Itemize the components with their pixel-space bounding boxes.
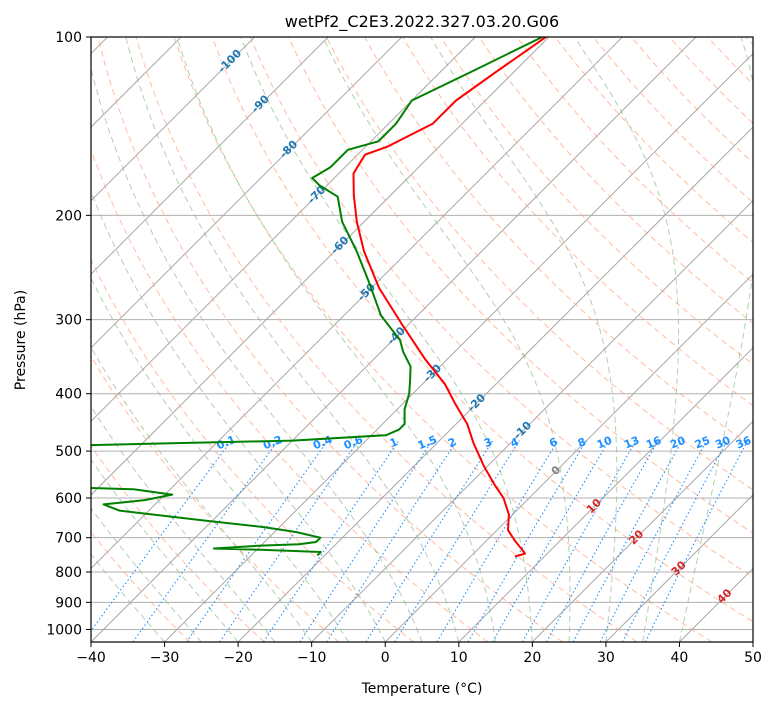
isotherm-label: -90 [249,92,272,115]
x-tick-label: −30 [150,650,180,666]
mixing-ratio-label: 1 [388,435,400,450]
dewpoint-profile [0,37,542,555]
profiles [0,37,546,557]
y-tick-label: 500 [55,444,82,460]
isotherm-label: -100 [215,47,244,76]
isotherm-label: 0 [549,463,564,478]
dry-adiabat [441,37,775,642]
moist-adiabat [89,62,422,643]
y-tick-label: 1000 [46,622,82,638]
mixing-ratio-label: 8 [576,435,588,450]
mixing-ratio-line [395,441,520,642]
mixing-ratio-label: 0.2 [261,433,284,452]
x-tick-label: 30 [597,650,615,666]
dry-adiabat [22,37,414,642]
mixing-ratio-line [220,441,358,642]
x-tick-label: 40 [671,650,689,666]
isotherm-line [0,37,402,642]
mixing-ratio-label: 25 [693,434,712,452]
isotherm-line [679,37,775,642]
chart-title: wetPf2_C2E3.2022.327.03.20.G06 [285,12,559,32]
mixing-ratio-line [83,441,232,642]
y-axis: 100 200 300 400 500 600 700 800 900 1000 [46,30,91,638]
dry-adiabat [98,37,563,642]
dry-adiabat [0,37,264,642]
x-tick-label: −40 [76,650,106,666]
moist-adiabat [323,37,570,642]
dry-adiabat [708,37,775,642]
mixing-ratio-line [133,441,278,642]
mixing-ratio-label: 6 [547,435,559,450]
moist-adiabat [32,114,348,642]
mixing-ratio-label: 2 [446,435,458,450]
mixing-ratio-label: 1.5 [416,433,439,452]
mixing-ratio-line [645,441,747,642]
y-tick-label: 200 [55,208,82,224]
isotherm-line [753,37,775,642]
isotherm-label: -60 [328,233,351,256]
dry-adiabat [746,37,775,642]
y-tick-label: 100 [55,30,82,46]
plot-frame [91,37,753,642]
isotherm-line [459,37,775,642]
x-tick-label: 50 [744,650,762,666]
x-axis-label: Temperature (°C) [361,681,483,697]
isotherm-label: 40 [714,586,734,606]
mixing-ratio-label: 10 [595,434,614,452]
moist-adiabat [0,181,238,642]
dry-adiabat [669,37,775,642]
mixing-ratio-label: 3 [482,435,494,450]
y-tick-label: 700 [55,531,82,547]
dry-adiabat [555,37,775,642]
moist-adiabat [0,222,165,642]
mixing-ratio-label: 13 [622,434,641,452]
isotherm-line [385,37,775,642]
isotherm-label: -70 [305,183,328,206]
moist-adiabat [679,37,760,642]
dry-adiabat [593,37,775,642]
dry-adiabat [517,37,775,642]
y-tick-label: 400 [55,387,82,403]
moist-adiabat [0,166,275,642]
mixing-ratio-line [366,441,493,642]
mixing-ratio-line [187,441,328,642]
moist-adiabat [575,37,679,642]
x-tick-label: −10 [297,650,327,666]
y-tick-label: 900 [55,595,82,611]
isotherm-line [0,37,255,642]
mixing-ratio-label: 30 [713,434,732,452]
isotherm-label: -80 [277,138,300,161]
isotherm-label: 10 [584,496,604,516]
y-tick-label: 800 [55,565,82,581]
moist-adiabat [177,37,496,642]
y-tick-label: 600 [55,491,82,507]
x-tick-label: −20 [223,650,253,666]
mixing-ratio-line [600,441,707,642]
mixing-ratio-label: 20 [668,434,687,452]
x-axis: −40 −30 −20 −10 0 10 20 30 40 50 [76,642,762,666]
x-tick-label: 10 [450,650,468,666]
mixing-ratio-line [264,441,399,642]
moist-adiabat [9,141,312,642]
y-tick-label: 300 [55,313,82,329]
mixing-ratio-label: 0.4 [311,433,334,452]
isotherm-line [312,37,775,642]
mixing-ratio-label: 16 [644,434,663,452]
y-axis-label: Pressure (hPa) [13,290,29,390]
x-tick-label: 20 [523,650,541,666]
x-tick-label: 0 [381,650,390,666]
